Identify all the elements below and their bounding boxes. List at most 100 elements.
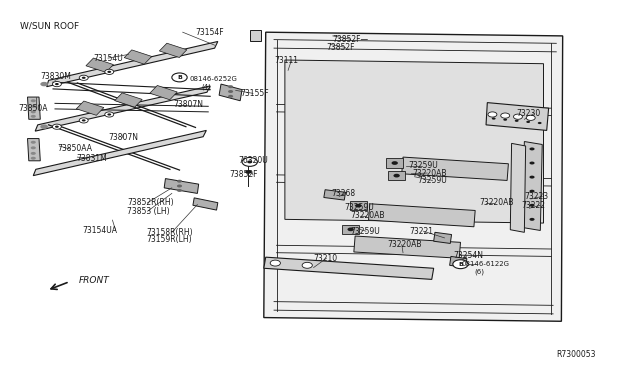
Circle shape (105, 69, 114, 74)
Text: W/SUN ROOF: W/SUN ROOF (20, 21, 79, 30)
Circle shape (392, 161, 398, 165)
Circle shape (529, 190, 534, 193)
Circle shape (355, 204, 362, 208)
Text: 73852F: 73852F (229, 170, 258, 179)
Text: 08146-6122G: 08146-6122G (462, 261, 510, 267)
Text: 73210: 73210 (314, 254, 338, 263)
Text: 73221: 73221 (410, 227, 433, 236)
Text: B: B (177, 75, 182, 80)
Circle shape (105, 112, 114, 117)
Polygon shape (28, 138, 40, 161)
Circle shape (245, 170, 252, 174)
Circle shape (247, 160, 252, 163)
Circle shape (40, 82, 48, 86)
Text: 73850A: 73850A (19, 104, 48, 113)
Polygon shape (76, 101, 104, 115)
Text: (4): (4) (202, 83, 212, 90)
Circle shape (31, 152, 36, 155)
Polygon shape (86, 58, 113, 72)
Circle shape (526, 115, 535, 121)
Text: 73223: 73223 (524, 192, 548, 201)
Circle shape (515, 120, 518, 122)
Text: 73220AB: 73220AB (413, 169, 447, 177)
Circle shape (526, 121, 530, 123)
Circle shape (242, 157, 257, 166)
Circle shape (302, 262, 312, 268)
Circle shape (177, 185, 182, 187)
Text: FRONT: FRONT (79, 276, 109, 285)
Circle shape (228, 85, 233, 88)
Circle shape (31, 115, 36, 118)
Circle shape (31, 146, 36, 149)
Text: 73220AB: 73220AB (351, 211, 385, 220)
Text: 76320U: 76320U (238, 155, 268, 164)
Circle shape (31, 99, 36, 102)
Polygon shape (354, 236, 461, 258)
Circle shape (79, 75, 88, 80)
Circle shape (55, 126, 59, 128)
Circle shape (55, 83, 59, 85)
Circle shape (31, 105, 36, 108)
Text: 73852F—: 73852F— (333, 35, 369, 44)
Text: 73222: 73222 (522, 201, 546, 210)
Text: 73155F: 73155F (240, 89, 269, 98)
Polygon shape (402, 157, 508, 180)
Circle shape (31, 157, 36, 160)
Text: 73850AA: 73850AA (57, 144, 92, 153)
Polygon shape (388, 171, 405, 180)
Text: 73259U: 73259U (408, 161, 438, 170)
Circle shape (108, 71, 111, 73)
Circle shape (52, 124, 61, 129)
Text: 73254N: 73254N (453, 251, 483, 260)
Text: 73830M: 73830M (40, 72, 71, 81)
Circle shape (513, 114, 522, 119)
Circle shape (228, 90, 233, 93)
Circle shape (270, 260, 280, 266)
Polygon shape (434, 232, 452, 243)
Polygon shape (486, 103, 548, 131)
Circle shape (529, 176, 534, 179)
Circle shape (500, 113, 509, 118)
Polygon shape (33, 131, 206, 176)
Polygon shape (250, 31, 261, 41)
Circle shape (529, 204, 534, 207)
Circle shape (52, 81, 61, 87)
Text: B: B (458, 262, 463, 267)
Polygon shape (342, 225, 359, 234)
Text: 73831M: 73831M (76, 154, 107, 163)
Circle shape (492, 118, 495, 120)
Polygon shape (164, 179, 198, 193)
Polygon shape (28, 97, 40, 119)
Polygon shape (285, 60, 543, 223)
Circle shape (488, 112, 497, 117)
Text: 73220AB: 73220AB (387, 240, 422, 249)
Text: 73159R(LH): 73159R(LH) (147, 235, 192, 244)
Text: 73807N: 73807N (108, 133, 138, 142)
Text: (6): (6) (474, 269, 484, 275)
Text: 73230: 73230 (516, 109, 541, 118)
Text: 73259U: 73259U (417, 176, 447, 185)
Text: 73807N: 73807N (173, 100, 203, 109)
Text: 73852F: 73852F (326, 43, 355, 52)
Text: 73853 (LH): 73853 (LH) (127, 207, 170, 216)
Circle shape (108, 113, 111, 116)
Text: 73852R(RH): 73852R(RH) (127, 198, 174, 207)
Circle shape (82, 77, 86, 79)
Text: 73268: 73268 (332, 189, 356, 198)
Text: 73259U: 73259U (344, 203, 374, 212)
Circle shape (529, 147, 534, 150)
Polygon shape (324, 190, 346, 200)
Circle shape (40, 125, 48, 129)
Polygon shape (219, 84, 242, 101)
Polygon shape (115, 93, 142, 107)
Text: R7300053: R7300053 (556, 350, 596, 359)
Circle shape (79, 118, 88, 123)
Polygon shape (522, 141, 542, 231)
Circle shape (394, 174, 400, 177)
Circle shape (31, 141, 36, 144)
Text: 73111: 73111 (274, 56, 298, 65)
Circle shape (453, 260, 468, 269)
Polygon shape (150, 86, 177, 100)
Circle shape (177, 189, 182, 192)
Polygon shape (510, 143, 525, 232)
